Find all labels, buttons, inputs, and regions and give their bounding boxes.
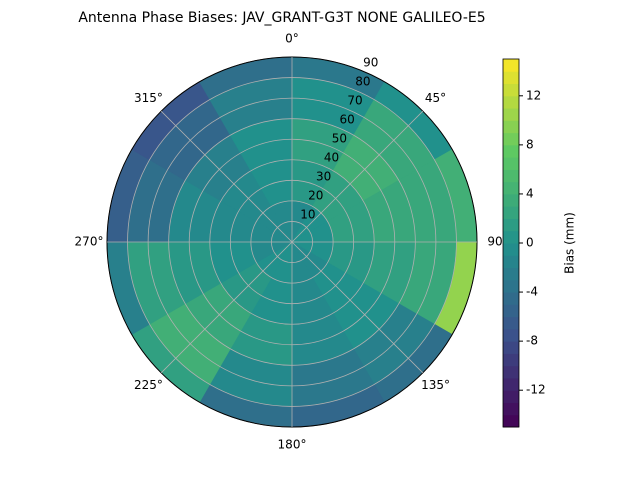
colorbar-step — [503, 365, 519, 379]
colorbar-step — [503, 230, 519, 244]
colorbar-step — [503, 243, 519, 256]
r-tick-label: 60 — [340, 113, 355, 127]
colorbar-step — [503, 377, 519, 391]
colorbar-step — [503, 83, 519, 97]
grid-spoke — [160, 110, 293, 243]
colorbar-step — [503, 316, 519, 330]
r-tick-label: 20 — [308, 189, 323, 203]
colorbar-step — [503, 267, 519, 281]
colorbar-step — [503, 157, 519, 170]
grid-spoke — [291, 110, 424, 243]
theta-tick-label: 315° — [134, 91, 163, 105]
r-tick-label: 30 — [316, 170, 331, 184]
colorbar-step — [503, 169, 519, 183]
colorbar-tick-label: 4 — [526, 186, 534, 200]
theta-tick-label: 0° — [285, 32, 299, 46]
colorbar-step — [503, 132, 519, 146]
r-tick-label: 40 — [324, 151, 339, 165]
colorbar-tick-label: -8 — [526, 334, 538, 348]
r-tick-label: 80 — [355, 75, 370, 89]
colorbar-step — [503, 218, 519, 232]
colorbar-step — [503, 292, 519, 305]
colorbar-step — [503, 206, 519, 219]
colorbar-step — [503, 328, 519, 342]
theta-tick-label: 270° — [75, 235, 104, 249]
colorbar-step — [503, 144, 519, 158]
colorbar-label: Bias (mm) — [563, 212, 577, 274]
grid-spoke — [291, 241, 424, 374]
theta-tick-label: 45° — [425, 91, 446, 105]
colorbar-step — [503, 120, 519, 134]
colorbar-step — [503, 341, 519, 354]
colorbar-step — [503, 402, 519, 416]
colorbar-step — [503, 279, 519, 293]
colorbar-tick-label: 12 — [526, 88, 541, 102]
colorbar-step — [503, 255, 519, 269]
colorbar-step — [503, 108, 519, 121]
colorbar-step — [503, 304, 519, 318]
colorbar-step — [503, 95, 519, 109]
colorbar-step — [503, 353, 519, 367]
colorbar-step — [503, 181, 519, 195]
r-tick-label: 10 — [300, 208, 315, 222]
colorbar-step — [503, 414, 519, 428]
colorbar-tick-label: 0 — [526, 236, 534, 250]
r-tick-label: 90 — [363, 56, 378, 70]
r-tick-label: 50 — [332, 132, 347, 146]
chart-title: Antenna Phase Biases: JAV_GRANT-G3T NONE… — [78, 10, 485, 26]
colorbar-tick-label: -12 — [526, 383, 546, 397]
theta-tick-label: 180° — [278, 438, 307, 452]
colorbar-tick-label: -4 — [526, 285, 538, 299]
theta-tick-label: 225° — [134, 378, 163, 392]
colorbar-step — [503, 193, 519, 207]
r-tick-label: 70 — [347, 94, 362, 108]
colorbar-tick-label: 8 — [526, 137, 534, 151]
grid-spoke — [160, 241, 293, 374]
colorbar-step — [503, 59, 519, 72]
theta-tick-label: 90 — [487, 235, 502, 249]
colorbar-step — [503, 390, 519, 403]
colorbar-step — [503, 71, 519, 85]
theta-tick-label: 135° — [421, 378, 450, 392]
